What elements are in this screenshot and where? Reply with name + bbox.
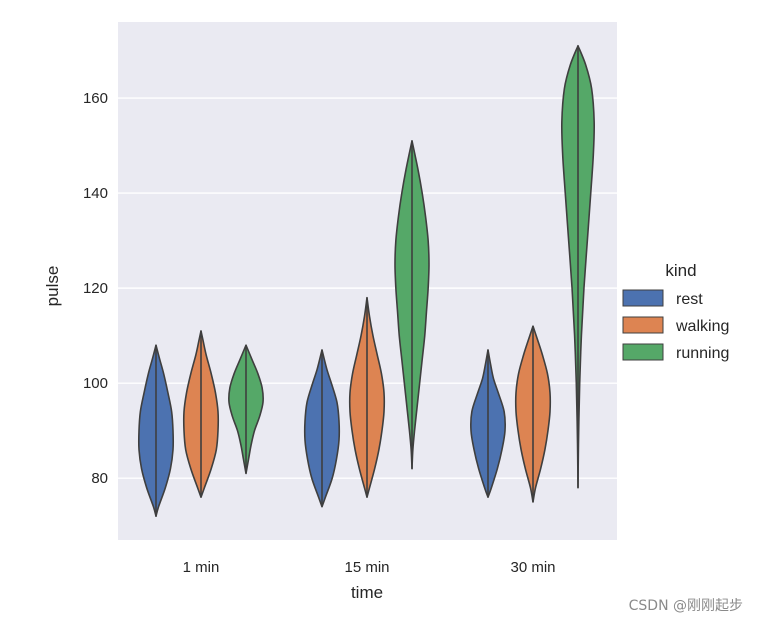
x-tick-label: 15 min bbox=[344, 559, 389, 576]
legend-label-walking: walking bbox=[675, 318, 729, 335]
violins bbox=[137, 44, 596, 518]
legend-swatch-walking bbox=[622, 316, 664, 334]
y-tick-label: 80 bbox=[91, 470, 108, 487]
y-axis-label: pulse bbox=[43, 266, 62, 307]
x-tick-labels: 1 min 15 min 30 min bbox=[183, 559, 556, 576]
y-tick-label: 100 bbox=[83, 375, 108, 392]
y-tick-label: 120 bbox=[83, 280, 108, 297]
legend-label-rest: rest bbox=[676, 291, 703, 308]
y-tick-label: 160 bbox=[83, 90, 108, 107]
y-tick-labels: 80 100 120 140 160 bbox=[83, 90, 108, 487]
legend-label-running: running bbox=[676, 345, 729, 362]
x-axis-label: time bbox=[351, 583, 383, 602]
x-tick-label: 30 min bbox=[510, 559, 555, 576]
legend-title: kind bbox=[665, 261, 696, 280]
watermark-text: CSDN @刚刚起步 bbox=[628, 598, 743, 614]
legend: kind rest walking running bbox=[622, 261, 729, 362]
legend-swatch-running bbox=[622, 343, 664, 361]
x-tick-label: 1 min bbox=[183, 559, 220, 576]
legend-swatch-rest bbox=[622, 289, 664, 307]
y-tick-label: 140 bbox=[83, 185, 108, 202]
